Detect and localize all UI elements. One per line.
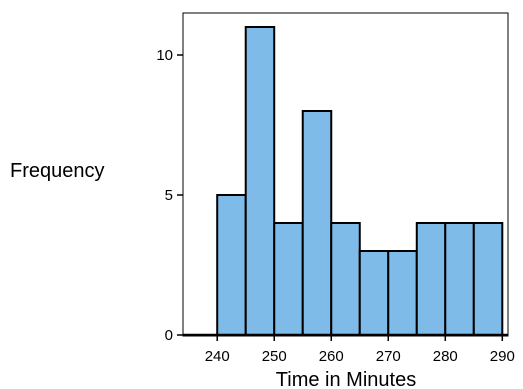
y-tick-label-1: 5 bbox=[165, 187, 173, 204]
x-tick-label-0: 240 bbox=[205, 348, 230, 365]
histogram-bar-8 bbox=[444, 222, 475, 336]
x-tick-label-4: 280 bbox=[433, 348, 458, 365]
x-tick-label-5: 290 bbox=[490, 348, 515, 365]
histogram-bar-3 bbox=[301, 110, 333, 336]
y-ticks-group: 0 5 10 bbox=[156, 47, 183, 344]
histogram-bar-0 bbox=[216, 194, 247, 336]
x-tick-label-1: 250 bbox=[262, 348, 287, 365]
x-axis-label: Time in Minutes bbox=[276, 369, 416, 389]
histogram-bar-1 bbox=[244, 26, 276, 336]
y-axis-label: Frequency bbox=[10, 160, 105, 182]
histogram-bar-7 bbox=[415, 222, 447, 336]
x-tick-label-3: 270 bbox=[376, 348, 401, 365]
x-tick-label-2: 260 bbox=[319, 348, 344, 365]
histogram-bar-5 bbox=[358, 250, 390, 336]
bars-group bbox=[216, 26, 504, 336]
histogram-bar-9 bbox=[472, 222, 504, 336]
y-tick-label-2: 10 bbox=[156, 47, 173, 64]
histogram-bar-4 bbox=[330, 222, 361, 336]
histogram-bar-2 bbox=[273, 222, 304, 336]
x-ticks-group: 240 250 260 270 280 290 bbox=[205, 335, 515, 365]
y-tick-label-0: 0 bbox=[165, 327, 173, 344]
histogram-bar-6 bbox=[387, 250, 418, 336]
